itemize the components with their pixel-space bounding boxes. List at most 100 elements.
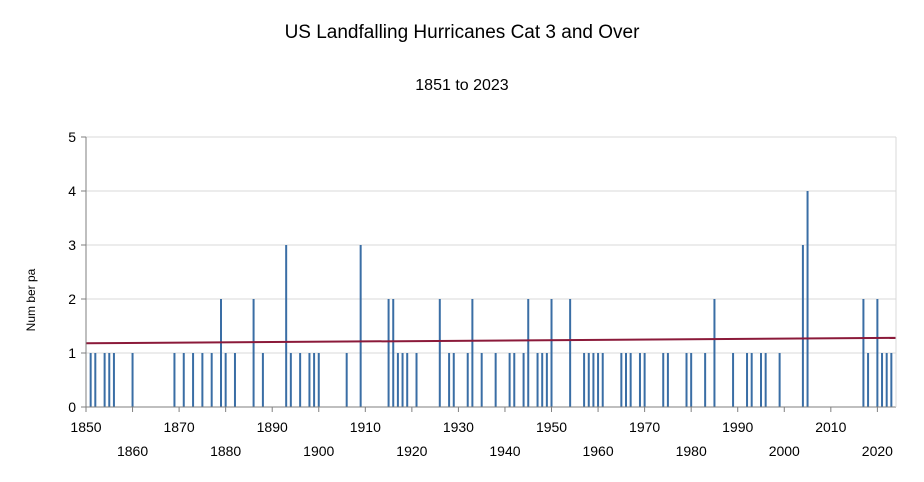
- x-tick-label: 1970: [629, 419, 660, 435]
- y-tick-labels: 0 1 2 3 4 5: [68, 129, 76, 415]
- x-tick-label: 1880: [210, 443, 241, 459]
- bar-1906: [345, 353, 348, 407]
- y-tick-label: 4: [68, 183, 76, 199]
- bar-1886: [252, 299, 255, 407]
- bar-1960: [597, 353, 600, 407]
- bar-1880: [224, 353, 227, 407]
- bar-1948: [541, 353, 544, 407]
- bar-1873: [192, 353, 195, 407]
- bar-1860: [131, 353, 134, 407]
- bar-1974: [662, 353, 665, 407]
- bar-1961: [601, 353, 604, 407]
- bar-1916: [392, 299, 395, 407]
- x-tick-label: 2020: [862, 443, 893, 459]
- bar-1919: [406, 353, 409, 407]
- bar-1935: [480, 353, 483, 407]
- axes: [81, 136, 897, 412]
- x-tick-label: 1900: [303, 443, 334, 459]
- bar-1932: [466, 353, 469, 407]
- x-tick-label: 2000: [769, 443, 800, 459]
- bar-2021: [881, 353, 884, 407]
- bar-1933: [471, 299, 474, 407]
- bar-1958: [587, 353, 590, 407]
- x-tick-label: 2010: [815, 419, 846, 435]
- bar-2005: [806, 191, 809, 407]
- chart-subtitle: 1851 to 2023: [415, 77, 509, 94]
- bar-1980: [690, 353, 693, 407]
- bar-2020: [876, 299, 879, 407]
- bar-1954: [569, 299, 572, 407]
- bar-1983: [704, 353, 707, 407]
- bar-1992: [746, 353, 749, 407]
- chart-title: US Landfalling Hurricanes Cat 3 and Over: [284, 22, 640, 43]
- bar-1995: [760, 353, 762, 407]
- bar-1966: [625, 353, 627, 407]
- bar-1928: [448, 353, 451, 407]
- bar-1950: [550, 299, 553, 407]
- bar-1893: [285, 245, 288, 407]
- bar-1949: [545, 353, 548, 407]
- bar-1926: [438, 299, 441, 407]
- bars: [89, 191, 893, 407]
- bar-1900: [317, 353, 320, 407]
- bar-2018: [867, 353, 870, 407]
- bar-1975: [666, 353, 669, 407]
- bar-1959: [592, 353, 595, 407]
- x-tick-label: 1910: [350, 419, 381, 435]
- x-tick-label: 1850: [70, 419, 101, 435]
- x-tick-label: 1870: [164, 419, 195, 435]
- bar-1970: [643, 353, 646, 407]
- bar-1871: [182, 353, 185, 407]
- bar-1989: [732, 353, 735, 407]
- bar-1993: [750, 353, 753, 407]
- x-tick-label: 1930: [443, 419, 474, 435]
- bar-1942: [513, 353, 516, 407]
- bar-1909: [359, 245, 362, 407]
- bar-1979: [685, 353, 688, 407]
- x-tick-label: 1890: [257, 419, 288, 435]
- bar-1851: [89, 353, 92, 407]
- x-tick-label: 1960: [582, 443, 613, 459]
- bar-2017: [862, 299, 865, 407]
- bar-1894: [289, 353, 292, 407]
- y-tick-label: 0: [68, 399, 76, 415]
- bar-1896: [299, 353, 302, 407]
- bar-1869: [173, 353, 176, 407]
- bar-1882: [233, 353, 236, 407]
- bar-1917: [396, 353, 399, 407]
- bar-1941: [508, 353, 511, 407]
- bar-1999: [778, 353, 781, 407]
- bar-1915: [387, 299, 390, 407]
- bar-1875: [201, 353, 204, 407]
- bar-1854: [103, 353, 106, 407]
- y-tick-label: 3: [68, 237, 76, 253]
- bar-1852: [94, 353, 97, 407]
- bar-1969: [638, 353, 641, 407]
- y-tick-label: 1: [68, 345, 76, 361]
- bar-1944: [522, 353, 525, 407]
- bar-2022: [885, 353, 888, 407]
- bar-1945: [527, 299, 530, 407]
- y-tick-label: 5: [68, 129, 76, 145]
- bar-1888: [261, 353, 264, 407]
- trend-line: [85, 336, 897, 345]
- bar-1879: [220, 299, 222, 407]
- bar-1967: [629, 353, 632, 407]
- bar-1957: [583, 353, 586, 407]
- x-tick-label: 1980: [676, 443, 707, 459]
- trend-line-group: [85, 336, 897, 345]
- bar-2004: [801, 245, 804, 407]
- x-tick-label: 1950: [536, 419, 567, 435]
- bar-2023: [890, 353, 893, 407]
- x-tick-label: 1860: [117, 443, 148, 459]
- gridlines: [86, 136, 896, 354]
- y-tick-label: 2: [68, 291, 76, 307]
- bar-1877: [210, 353, 213, 407]
- bar-1929: [452, 353, 455, 407]
- bar-1899: [313, 353, 316, 407]
- x-tick-label: 1940: [489, 443, 520, 459]
- bar-1947: [536, 353, 539, 407]
- bar-1921: [415, 353, 418, 407]
- bar-1985: [713, 299, 716, 407]
